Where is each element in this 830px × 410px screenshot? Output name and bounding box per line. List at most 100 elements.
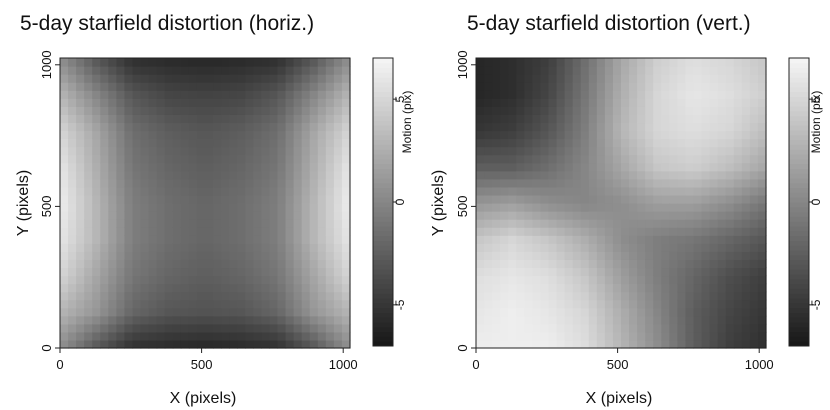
heatmap-cell — [245, 194, 254, 204]
heatmap-cell — [132, 275, 142, 285]
heatmap-cell — [604, 291, 614, 301]
heatmap-cell — [701, 219, 711, 228]
heatmap-cell — [172, 339, 182, 349]
heatmap-cell — [604, 82, 614, 91]
heatmap-cell — [725, 267, 735, 277]
heatmap-cell — [741, 194, 751, 204]
heatmap-cell — [500, 243, 509, 252]
heatmap-cell — [693, 331, 703, 341]
heatmap-cell — [341, 307, 351, 317]
heatmap-cell — [580, 170, 590, 180]
heatmap-cell — [685, 154, 695, 164]
heatmap-cell — [76, 235, 85, 244]
heatmap-cell — [100, 227, 109, 236]
heatmap-cell — [484, 259, 493, 269]
heatmap-cell — [596, 122, 606, 132]
heatmap-cell — [604, 114, 614, 124]
heatmap-cell — [524, 186, 533, 196]
heatmap-cell — [508, 74, 517, 83]
heatmap-cell — [245, 219, 254, 228]
heatmap-cell — [213, 58, 222, 67]
heatmap-cell — [148, 251, 158, 260]
heatmap-cell — [269, 219, 279, 228]
heatmap-cell — [277, 219, 287, 228]
heatmap-cell — [341, 227, 351, 236]
heatmap-cell — [580, 323, 590, 333]
heatmap-cell — [677, 114, 687, 124]
colorbar-step — [789, 216, 809, 222]
heatmap-cell — [309, 323, 319, 333]
heatmap-cell — [596, 194, 606, 204]
heatmap-cell — [60, 259, 69, 269]
heatmap-cell — [500, 82, 509, 91]
heatmap-cell — [596, 211, 606, 220]
heatmap-cell — [148, 122, 158, 132]
heatmap-cell — [245, 227, 254, 236]
heatmap-cell — [476, 251, 485, 260]
heatmap-cell — [116, 66, 126, 75]
heatmap-cell — [301, 98, 311, 107]
heatmap-cell — [540, 235, 550, 244]
heatmap-cell — [564, 211, 574, 220]
heatmap-cell — [301, 283, 311, 293]
heatmap-cell — [140, 90, 150, 99]
colorbar-step — [789, 178, 809, 184]
heatmap-cell — [245, 323, 254, 333]
heatmap-cell — [277, 66, 287, 75]
heatmap-cell — [269, 315, 279, 325]
heatmap-cell — [693, 82, 703, 91]
heatmap-cell — [293, 130, 303, 140]
heatmap-cell — [669, 331, 678, 341]
heatmap-cell — [245, 291, 254, 301]
heatmap-cell — [156, 219, 166, 228]
heatmap-cell — [325, 307, 335, 317]
heatmap-cell — [76, 219, 85, 228]
heatmap-cell — [76, 146, 85, 156]
heatmap-cell — [500, 194, 509, 204]
colorbar-step — [373, 192, 393, 198]
colorbar-step — [789, 240, 809, 246]
heatmap-cell — [68, 146, 77, 156]
heatmap-cell — [717, 211, 727, 220]
heatmap-cell — [108, 58, 117, 67]
heatmap-cell — [253, 243, 262, 252]
heatmap-cell — [213, 243, 222, 252]
heatmap-cell — [621, 283, 630, 293]
heatmap-cell — [116, 186, 126, 196]
heatmap-cell — [172, 259, 182, 269]
heatmap-cell — [277, 98, 287, 107]
heatmap-cell — [341, 138, 351, 148]
heatmap-cell — [108, 259, 117, 269]
heatmap-cell — [572, 259, 582, 269]
heatmap-cell — [685, 331, 695, 341]
heatmap-cell — [629, 259, 638, 269]
heatmap-cell — [492, 235, 501, 244]
colorbar-step — [373, 226, 393, 232]
heatmap-cell — [132, 259, 142, 269]
heatmap-cell — [333, 162, 343, 172]
colorbar-step — [789, 206, 809, 213]
heatmap-cell — [148, 194, 158, 204]
heatmap-cell — [653, 146, 662, 156]
heatmap-cell — [341, 58, 351, 67]
heatmap-cell — [741, 227, 751, 236]
heatmap-cell — [108, 90, 117, 99]
heatmap-cell — [484, 178, 493, 188]
heatmap-cell — [301, 138, 311, 148]
heatmap-cell — [164, 98, 174, 107]
heatmap-cell — [637, 114, 646, 124]
heatmap-cell — [76, 275, 85, 285]
heatmap-cell — [269, 130, 279, 140]
heatmap-cell — [140, 331, 150, 341]
heatmap-cell — [76, 307, 85, 317]
heatmap-cell — [341, 323, 351, 333]
heatmap-cell — [124, 283, 134, 293]
heatmap-cell — [653, 339, 662, 349]
heatmap-cell — [693, 146, 703, 156]
heatmap-cell — [68, 154, 77, 164]
heatmap-cell — [653, 82, 662, 91]
heatmap-cell — [500, 58, 509, 67]
heatmap-cell — [221, 259, 230, 269]
heatmap-cell — [309, 66, 319, 75]
heatmap-cell — [180, 74, 190, 83]
